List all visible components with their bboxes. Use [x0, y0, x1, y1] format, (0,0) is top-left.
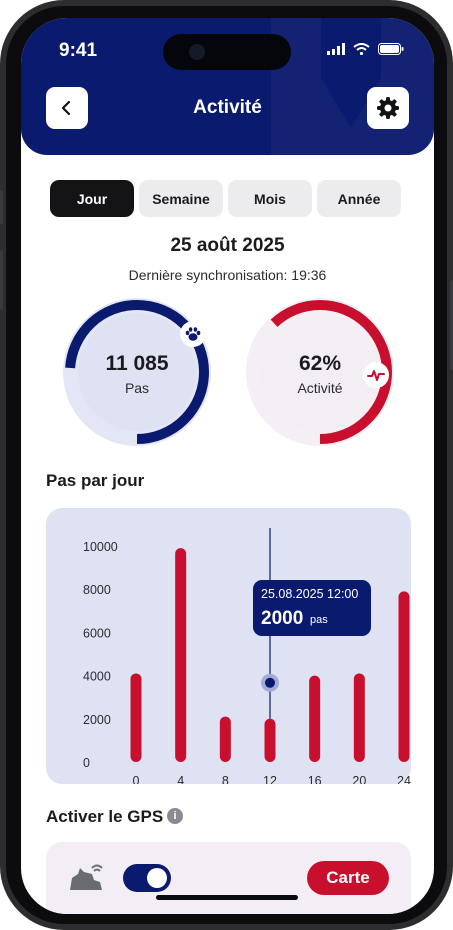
chart-title: Pas par jour	[46, 471, 145, 490]
toggle-knob	[147, 868, 167, 888]
settings-button[interactable]	[367, 87, 409, 129]
y-tick-label: 4000	[83, 670, 111, 684]
back-button[interactable]	[46, 87, 88, 129]
chart-bar[interactable]	[175, 548, 187, 762]
dynamic-island	[163, 34, 291, 70]
activity-ring: 62% Activité	[245, 297, 395, 447]
heartbeat-icon	[363, 362, 389, 388]
x-tick-label: 12	[263, 774, 277, 784]
activity-label: Activité	[297, 380, 343, 396]
paw-icon	[180, 321, 206, 347]
x-tick-label: 24	[397, 774, 411, 784]
camera-icon	[189, 44, 205, 60]
gps-card: Carte	[46, 842, 411, 914]
chart-bar[interactable]	[309, 675, 321, 762]
gps-title: Activer le GPS	[46, 807, 164, 826]
status-icons	[327, 43, 404, 55]
x-tick-label: 16	[308, 774, 322, 784]
steps-label: Pas	[124, 380, 150, 396]
tab-week[interactable]: Semaine	[139, 180, 223, 217]
tooltip-timestamp: 25.08.2025 12:00	[261, 587, 358, 601]
steps-ring: 11 085 Pas	[62, 297, 212, 447]
current-date: 25 août 2025	[170, 235, 285, 256]
chart-canvas: 0 2000 4000 6000 8000 10000 0 4 8 12 16 20 24 25.08.2…	[83, 528, 411, 784]
y-tick-label: 10000	[83, 540, 118, 554]
steps-progress-arc	[65, 300, 209, 444]
x-tick-label: 4	[177, 774, 184, 784]
signal-icon	[327, 43, 345, 55]
steps-chart: 0 2000 4000 6000 8000 10000 0 4 8 12 16 20 24 25.08.2…	[46, 508, 411, 784]
gear-icon	[377, 97, 399, 119]
tooltip-unit: pas	[310, 614, 328, 626]
page-title: Activité	[193, 97, 262, 118]
x-tick-label: 20	[352, 774, 366, 784]
chart-bar[interactable]	[130, 673, 142, 762]
app-screen: 9:41 Activité	[21, 18, 434, 914]
chart-bar[interactable]	[398, 591, 410, 762]
side-button	[0, 250, 3, 310]
side-button	[0, 190, 3, 224]
tab-month[interactable]: Mois	[228, 180, 312, 217]
tab-year[interactable]: Année	[317, 180, 401, 217]
sync-status: Dernière synchronisation: 19:36	[128, 267, 327, 283]
x-tick-label: 0	[133, 774, 140, 784]
battery-icon	[378, 43, 404, 55]
wifi-icon	[353, 43, 370, 55]
home-indicator	[156, 895, 298, 900]
steps-ring-graphic	[63, 298, 211, 446]
chart-bar[interactable]	[264, 718, 276, 762]
activity-value: 62%	[298, 352, 342, 375]
chart-bar[interactable]	[353, 673, 365, 762]
period-tabs: Jour Semaine Mois Année	[50, 180, 401, 217]
selection-point[interactable]	[265, 677, 275, 688]
map-button[interactable]: Carte	[307, 861, 389, 895]
tooltip	[253, 580, 371, 636]
y-tick-label: 6000	[83, 626, 111, 640]
tooltip-value: 2000	[261, 608, 303, 629]
y-tick-label: 8000	[83, 583, 111, 597]
side-button	[450, 280, 453, 370]
steps-value: 11 085	[105, 352, 169, 375]
gps-toggle[interactable]	[123, 864, 171, 892]
app-header: 9:41 Activité	[21, 18, 434, 155]
chevron-left-icon	[61, 100, 71, 116]
y-tick-label: 0	[83, 756, 90, 770]
tab-day[interactable]: Jour	[50, 180, 134, 217]
dog-wifi-icon	[70, 864, 103, 890]
chart-bar[interactable]	[219, 716, 231, 762]
status-time: 9:41	[59, 40, 98, 61]
info-icon[interactable]: i	[167, 808, 183, 824]
x-tick-label: 8	[222, 774, 229, 784]
y-tick-label: 2000	[83, 713, 111, 727]
